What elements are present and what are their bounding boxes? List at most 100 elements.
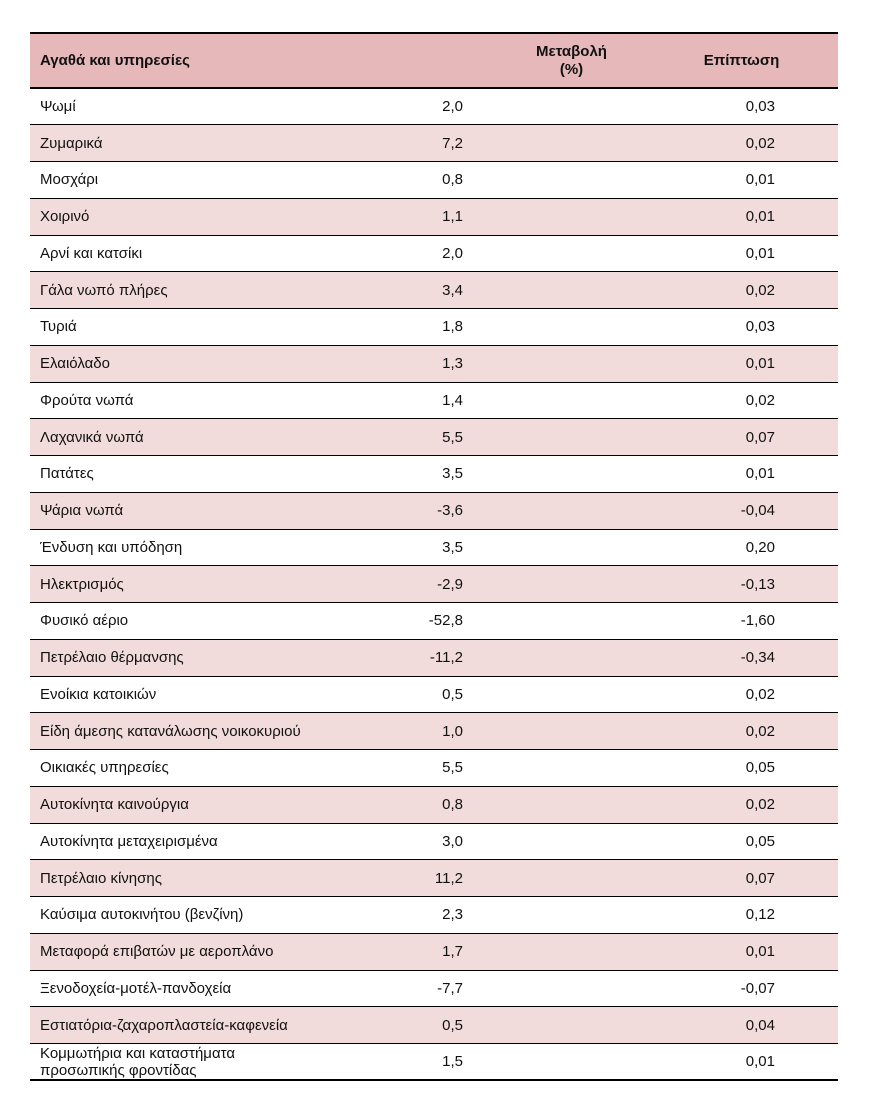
table-cell: 11,2 [434, 869, 463, 887]
table-cell: 3,5 [442, 465, 463, 483]
table-cell: Τυριά [40, 318, 77, 336]
table-row: Τυριά 1,8 0,03 [30, 309, 838, 346]
table-cell: 0,07 [745, 869, 775, 887]
table-row: Ψάρια νωπά -3,6 -0,04 [30, 492, 838, 529]
table-row: Ζυμαρικά 7,2 0,02 [30, 124, 838, 162]
table-row: Κομμωτήρια και καταστήματα προσωπικής φρ… [30, 1044, 838, 1081]
table-cell: Ξενοδοχεία-μοτέλ-πανδοχεία [40, 979, 232, 997]
table-cell: 0,02 [745, 685, 775, 703]
table-row: Αυτοκίνητα μεταχειρισμένα 3,0 0,05 [30, 823, 838, 860]
table-cell: -2,9 [437, 575, 463, 593]
table-cell: -0,34 [740, 649, 775, 667]
table-cell: Καύσιμα αυτοκινήτου (βενζίνη) [40, 906, 244, 924]
table-cell: -0,07 [740, 979, 775, 997]
table-cell: 0,20 [745, 538, 775, 556]
table-cell: -52,8 [428, 612, 463, 630]
table-cell: 0,02 [745, 796, 775, 814]
table-cell: 1,0 [442, 722, 463, 740]
table-cell: Οικιακές υπηρεσίες [40, 759, 169, 777]
header-row: Αγαθά και υπηρεσίες Μεταβολή (%) Επίπτωσ… [30, 33, 838, 88]
table-row: Πετρέλαιο θέρμανσης -11,2 -0,34 [30, 639, 838, 676]
table-cell: Ελαιόλαδο [40, 355, 110, 373]
table-cell: 5,5 [442, 428, 463, 446]
table-cell: Χοιρινό [40, 208, 90, 226]
table-cell: 1,8 [442, 318, 463, 336]
table-cell: Μοσχάρι [40, 171, 99, 189]
table-cell: 0,01 [745, 943, 775, 961]
table-cell: 0,05 [745, 832, 775, 850]
table-cell: Γάλα νωπό πλήρες [40, 281, 168, 299]
table-cell: 0,01 [745, 244, 775, 262]
table-cell: 3,5 [442, 538, 463, 556]
header-cell: Μεταβολή (%) [313, 33, 685, 88]
table-cell: 0,01 [745, 1053, 775, 1071]
table-row: Χοιρινό 1,1 0,01 [30, 198, 838, 235]
table-cell: 0,01 [745, 208, 775, 226]
table-cell: 0,01 [745, 355, 775, 373]
table-cell: 0,12 [745, 906, 775, 924]
header-cell: Αγαθά και υπηρεσίες [40, 52, 190, 69]
table-cell: 2,0 [442, 244, 463, 262]
table-row: Φυσικό αέριο -52,8 -1,60 [30, 603, 838, 640]
table-cell: Εστιατόρια-ζαχαροπλαστεία-καφενεία [40, 1016, 288, 1034]
table-cell: 5,5 [442, 759, 463, 777]
table-row: Γάλα νωπό πλήρες 3,4 0,02 [30, 271, 838, 309]
table-cell: -0,04 [740, 502, 775, 520]
table-row: Μοσχάρι 0,8 0,01 [30, 162, 838, 199]
table-cell: 0,02 [745, 722, 775, 740]
table-cell: 0,02 [745, 281, 775, 299]
table-row: Πατάτες 3,5 0,01 [30, 456, 838, 493]
table-cell: 0,8 [442, 171, 463, 189]
table-cell: 0,03 [745, 98, 775, 116]
table-cell: 1,1 [442, 208, 463, 226]
table-cell: 0,02 [745, 391, 775, 409]
table-row: Ένδυση και υπόδηση 3,5 0,20 [30, 529, 838, 566]
table-cell: Κομμωτήρια και καταστήματα προσωπικής φρ… [40, 1044, 236, 1079]
table-cell: 0,05 [745, 759, 775, 777]
table-cell: Αυτοκίνητα μεταχειρισμένα [40, 832, 218, 850]
table-row: Λαχανικά νωπά 5,5 0,07 [30, 418, 838, 456]
table-cell: Ψάρια νωπά [40, 502, 124, 520]
table-cell: Πετρέλαιο θέρμανσης [40, 649, 184, 667]
table-body: Ψωμί 2,0 0,03 Ζυμαρικά 7,2 0,02 Μοσχάρι 0,8 0,01… [30, 88, 838, 1081]
table-row: Πετρέλαιο κίνησης 11,2 0,07 [30, 859, 838, 897]
header-cell: Επίπτωση [703, 52, 780, 69]
table-header: Αγαθά και υπηρεσίες Μεταβολή (%) Επίπτωσ… [30, 33, 838, 88]
table-cell: 2,3 [442, 906, 463, 924]
table-cell: -0,13 [740, 575, 775, 593]
table-cell: 0,5 [442, 685, 463, 703]
table-cell: Πατάτες [40, 465, 94, 483]
table-row: Αυτοκίνητα καινούργια 0,8 0,02 [30, 786, 838, 823]
table-cell: 0,8 [442, 796, 463, 814]
table-cell: Φρούτα νωπά [40, 391, 134, 409]
table-cell: 1,4 [442, 391, 463, 409]
table-cell: 0,5 [442, 1016, 463, 1034]
table-cell: 1,5 [442, 1053, 463, 1071]
table-cell: -7,7 [437, 979, 463, 997]
table-cell: Ζυμαρικά [40, 134, 103, 152]
table-cell: 1,7 [442, 943, 463, 961]
table-cell: 7,2 [442, 134, 463, 152]
table-cell: Λαχανικά νωπά [40, 428, 144, 446]
table-cell: Φυσικό αέριο [40, 612, 129, 630]
table-cell: Ηλεκτρισμός [40, 575, 124, 593]
table-cell: Ένδυση και υπόδηση [40, 538, 183, 556]
table-row: Ψωμί 2,0 0,03 [30, 88, 838, 125]
table-cell: 0,07 [745, 428, 775, 446]
table-cell: 3,4 [442, 281, 463, 299]
table-cell: 1,3 [442, 355, 463, 373]
table-cell: Ενοίκια κατοικιών [40, 685, 157, 703]
header-text: Μεταβολή (%) [536, 42, 607, 78]
table-cell: 0,02 [745, 134, 775, 152]
table-cell: Είδη άμεσης κατανάλωσης νοικοκυριού [40, 722, 301, 740]
table-row: Οικιακές υπηρεσίες 5,5 0,05 [30, 750, 838, 787]
table-cell: 3,0 [442, 832, 463, 850]
table-cell: 0,03 [745, 318, 775, 336]
table-cell: -11,2 [429, 649, 463, 667]
table-cell: 0,01 [745, 465, 775, 483]
table-row: Είδη άμεσης κατανάλωσης νοικοκυριού 1,0 0,… [30, 712, 838, 750]
table-cell: 2,0 [442, 98, 463, 116]
table-row: Φρούτα νωπά 1,4 0,02 [30, 382, 838, 419]
